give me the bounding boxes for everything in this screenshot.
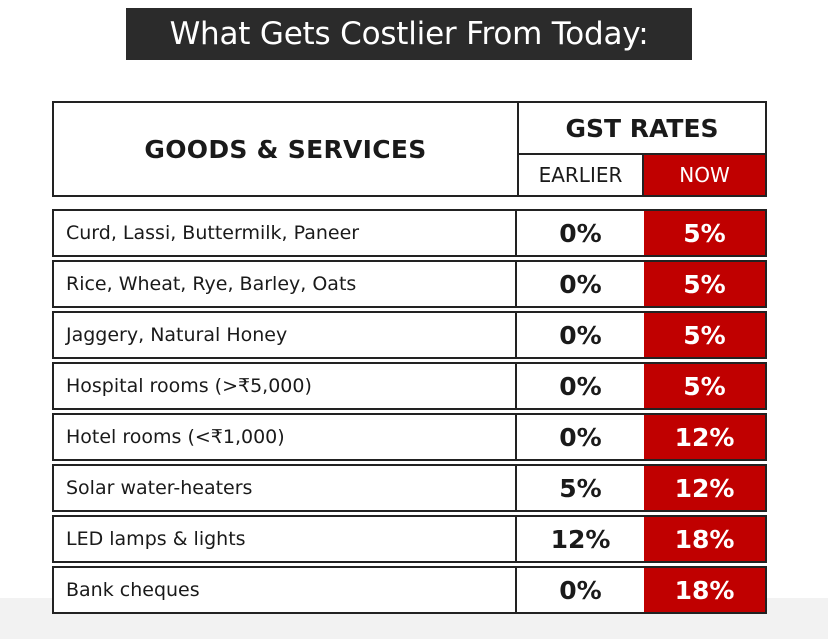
now-rate-cell: 18%	[644, 568, 765, 612]
now-rate-cell: 12%	[644, 466, 765, 510]
table-row: LED lamps & lights 12% 18%	[52, 515, 767, 563]
rates-header-label: GST RATES	[565, 113, 719, 143]
table-row: Jaggery, Natural Honey 0% 5%	[52, 311, 767, 359]
table-header: GOODS & SERVICES GST RATES EARLIER NOW	[52, 101, 767, 197]
earlier-rate-cell: 0%	[559, 422, 602, 452]
table-body: Curd, Lassi, Buttermilk, Paneer 0% 5% Ri…	[52, 209, 767, 617]
now-rate-cell: 5%	[644, 313, 765, 357]
item-cell: Solar water-heaters	[54, 466, 517, 510]
earlier-rate-cell: 12%	[550, 524, 611, 554]
page-title: What Gets Costlier From Today:	[169, 16, 649, 52]
earlier-rate-cell: 0%	[559, 575, 602, 605]
goods-header-label: GOODS & SERVICES	[144, 134, 427, 164]
earlier-rate-cell: 0%	[559, 320, 602, 350]
table-row: Hospital rooms (>₹5,000) 0% 5%	[52, 362, 767, 410]
earlier-rate-cell: 0%	[559, 371, 602, 401]
item-cell: Hotel rooms (<₹1,000)	[54, 415, 517, 459]
earlier-rate-cell: 0%	[559, 269, 602, 299]
table-row: Bank cheques 0% 18%	[52, 566, 767, 614]
earlier-header-label: EARLIER	[538, 163, 623, 187]
table-row: Curd, Lassi, Buttermilk, Paneer 0% 5%	[52, 209, 767, 257]
item-cell: Hospital rooms (>₹5,000)	[54, 364, 517, 408]
now-header-cell: NOW	[644, 155, 765, 195]
table-row: Solar water-heaters 5% 12%	[52, 464, 767, 512]
now-header-label: NOW	[679, 163, 730, 187]
now-rate-cell: 5%	[644, 262, 765, 306]
now-rate-cell: 18%	[644, 517, 765, 561]
now-rate-cell: 5%	[644, 364, 765, 408]
item-cell: Rice, Wheat, Rye, Barley, Oats	[54, 262, 517, 306]
table-row: Rice, Wheat, Rye, Barley, Oats 0% 5%	[52, 260, 767, 308]
title-banner: What Gets Costlier From Today:	[126, 8, 692, 60]
table-row: Hotel rooms (<₹1,000) 0% 12%	[52, 413, 767, 461]
now-rate-cell: 5%	[644, 211, 765, 255]
item-cell: Jaggery, Natural Honey	[54, 313, 517, 357]
earlier-header-cell: EARLIER	[519, 155, 644, 195]
goods-header-cell: GOODS & SERVICES	[54, 103, 519, 195]
now-rate-cell: 12%	[644, 415, 765, 459]
earlier-rate-cell: 5%	[559, 473, 602, 503]
rates-header-cell: GST RATES	[519, 103, 765, 155]
earlier-rate-cell: 0%	[559, 218, 602, 248]
item-cell: Bank cheques	[54, 568, 517, 612]
item-cell: LED lamps & lights	[54, 517, 517, 561]
item-cell: Curd, Lassi, Buttermilk, Paneer	[54, 211, 517, 255]
